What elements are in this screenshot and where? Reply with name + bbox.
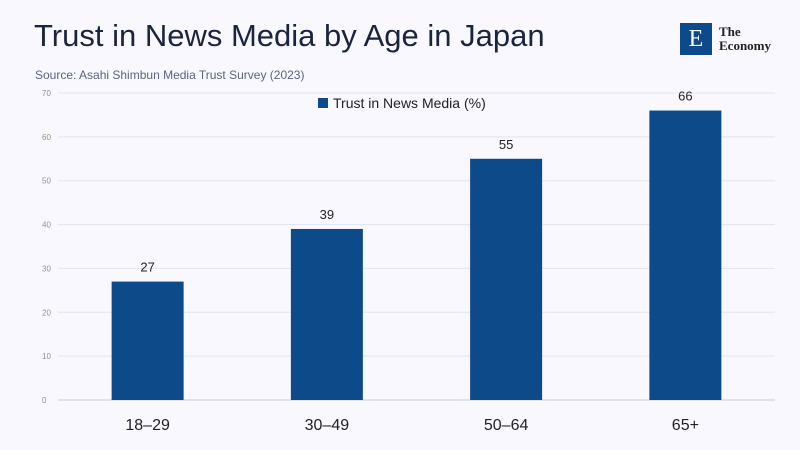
legend-label: Trust in News Media (%)	[333, 95, 486, 111]
source-note: Source: Asahi Shimbun Media Trust Survey…	[35, 68, 305, 82]
bar	[470, 158, 543, 400]
logo-line2: Economy	[719, 38, 771, 53]
page-title: Trust in News Media by Age in Japan	[34, 18, 545, 53]
bar	[111, 281, 184, 400]
logo-line1: The	[719, 24, 741, 39]
y-tick-label: 70	[42, 89, 51, 98]
y-tick-label: 60	[42, 133, 51, 142]
bar	[290, 228, 363, 400]
data-label: 66	[678, 89, 692, 104]
y-tick-label: 20	[42, 308, 51, 317]
y-tick-label: 50	[42, 177, 51, 186]
data-label: 39	[320, 207, 334, 222]
x-tick-label: 18–29	[125, 417, 170, 434]
data-label: 55	[499, 137, 513, 152]
logo-mark: E	[680, 23, 712, 55]
logo: E The Economy	[680, 23, 771, 55]
x-tick-label: 65+	[672, 417, 699, 434]
y-tick-label: 30	[42, 264, 51, 273]
y-tick-label: 10	[42, 352, 51, 361]
data-label: 27	[140, 260, 154, 275]
legend-swatch	[318, 98, 328, 108]
x-tick-label: 50–64	[484, 417, 529, 434]
y-tick-label: 0	[42, 396, 47, 405]
bar	[649, 110, 722, 401]
x-tick-label: 30–49	[305, 417, 350, 434]
y-tick-label: 40	[42, 221, 51, 230]
